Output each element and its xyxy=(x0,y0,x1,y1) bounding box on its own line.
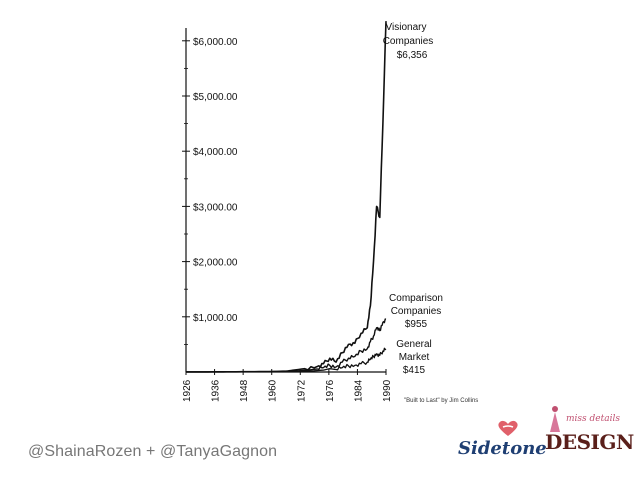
miss-details-script: miss details xyxy=(566,414,620,424)
annotation-visionary-value: $6,356 xyxy=(397,50,428,61)
sidetone-logo: Sidetone xyxy=(458,438,547,459)
annotation-market-value: $415 xyxy=(403,365,426,376)
y-tick-label: $6,000.00 xyxy=(193,37,238,48)
annotation-market-line1: General xyxy=(396,339,432,350)
y-tick-label: $4,000.00 xyxy=(193,147,238,158)
heart-logo-icon xyxy=(498,420,518,436)
x-tick-label: 1984 xyxy=(353,379,364,402)
x-tick-label: 1936 xyxy=(211,379,222,402)
annotation-market: General Market $415 xyxy=(396,339,432,376)
annotation-visionary-line1: Visionary xyxy=(386,22,427,33)
y-axis-ticks: $6,000.00 $5,000.00 $4,000.00 $3,000.00 $2,0… xyxy=(182,37,238,345)
footer-handles: @ShainaRozen + @TanyaGagnon xyxy=(28,443,278,460)
series-line-2 xyxy=(186,318,387,373)
annotation-comparison: Comparison Companies $955 xyxy=(389,293,443,330)
series-line-3 xyxy=(186,347,387,373)
y-tick-label: $3,000.00 xyxy=(193,202,238,213)
annotation-market-line2: Market xyxy=(399,352,430,363)
annotation-visionary-line2: Companies xyxy=(383,36,434,47)
chart-credit: "Built to Last" by Jim Collins xyxy=(404,398,478,404)
x-tick-label: 1926 xyxy=(182,379,193,402)
annotation-comparison-line2: Companies xyxy=(391,306,442,317)
x-tick-label: 1948 xyxy=(239,379,250,402)
dress-figure-icon xyxy=(550,406,560,432)
x-tick-label: 1990 xyxy=(382,379,393,402)
annotation-comparison-line1: Comparison xyxy=(389,293,443,304)
series-lines xyxy=(186,21,387,373)
x-tick-label: 1976 xyxy=(325,379,336,402)
y-tick-label: $2,000.00 xyxy=(193,258,238,269)
annotation-comparison-value: $955 xyxy=(405,319,428,330)
design-logo: DESIGN xyxy=(545,430,634,454)
x-tick-label: 1972 xyxy=(296,379,307,402)
annotation-visionary: Visionary Companies $6,356 xyxy=(383,22,434,61)
x-tick-label: 1960 xyxy=(268,379,279,402)
y-tick-label: $5,000.00 xyxy=(193,92,238,103)
y-tick-label: $1,000.00 xyxy=(193,313,238,324)
x-axis-ticks: 1926 1936 1948 1960 1972 1976 1984 1990 xyxy=(182,369,393,402)
